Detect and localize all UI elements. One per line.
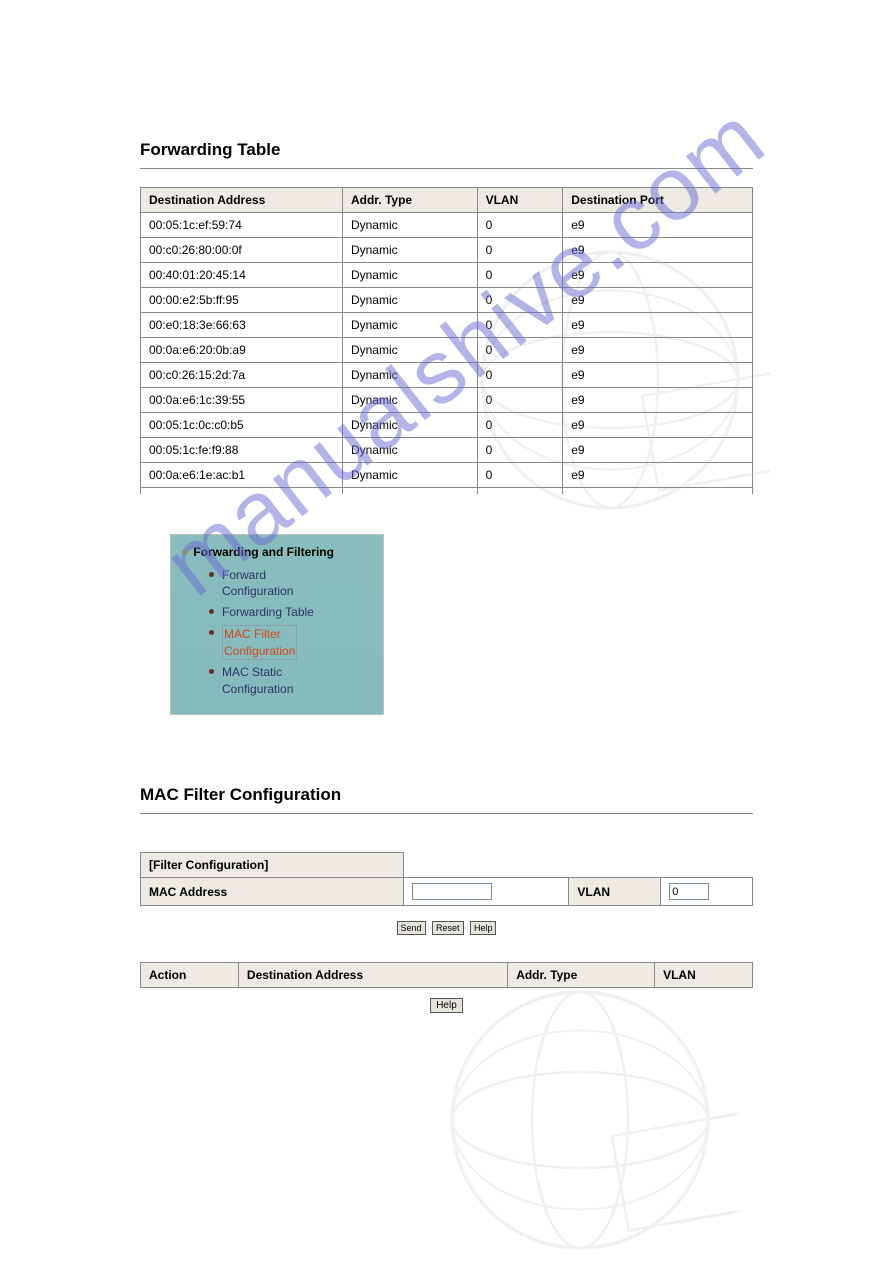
- table-cell: 0: [477, 413, 563, 438]
- table-cell: Dynamic: [342, 413, 477, 438]
- table-cell: 0: [477, 363, 563, 388]
- table-row: 00:c0:26:80:00:0fDynamic0e9: [141, 238, 753, 263]
- table-cell: 0: [477, 438, 563, 463]
- col-header-dest-addr: Destination Address: [238, 963, 507, 988]
- divider: [140, 813, 753, 814]
- table-row: 00:0a:e6:20:0b:a9Dynamic0e9: [141, 338, 753, 363]
- nav-panel-forwarding-filtering: Forwarding and Filtering ForwardConfigur…: [170, 534, 384, 716]
- filter-config-table: [Filter Configuration] MAC Address VLAN: [140, 852, 753, 906]
- table-cell: Dynamic: [342, 263, 477, 288]
- table-cell: e9: [563, 263, 753, 288]
- table-cell: e9: [563, 363, 753, 388]
- divider: [140, 168, 753, 169]
- table-row: 00:0a:e6:1c:39:55Dynamic0e9: [141, 388, 753, 413]
- sidebar-item-label: Forwarding Table: [222, 604, 314, 621]
- bullet-icon: [209, 609, 214, 614]
- col-header-addr-type: Addr. Type: [508, 963, 655, 988]
- col-header-vlan: VLAN: [477, 188, 563, 213]
- vlan-label: VLAN: [569, 878, 661, 906]
- table-row-partial: [141, 488, 753, 494]
- table-row: 00:00:e2:5b:ff:95Dynamic0e9: [141, 288, 753, 313]
- sidebar-item[interactable]: ForwardConfiguration: [209, 567, 373, 601]
- table-cell: Dynamic: [342, 313, 477, 338]
- table-cell: Dynamic: [342, 238, 477, 263]
- table-cell: e9: [563, 288, 753, 313]
- table-cell: 0: [477, 338, 563, 363]
- sidebar-item-label: MAC StaticConfiguration: [222, 664, 293, 698]
- table-cell: Dynamic: [342, 288, 477, 313]
- table-cell: 0: [477, 288, 563, 313]
- col-header-dest-port: Destination Port: [563, 188, 753, 213]
- forwarding-data-table: Destination Address Addr. Type VLAN Dest…: [140, 187, 753, 494]
- table-cell: 00:e0:18:3e:66:63: [141, 313, 343, 338]
- table-cell: e9: [563, 338, 753, 363]
- sidebar-item[interactable]: MAC FilterConfiguration: [209, 625, 373, 661]
- sidebar-item[interactable]: MAC StaticConfiguration: [209, 664, 373, 698]
- table-row: 00:40:01:20:45:14Dynamic0e9: [141, 263, 753, 288]
- table-row: 00:0a:e6:1e:ac:b1Dynamic0e9: [141, 463, 753, 488]
- table-cell: [141, 488, 343, 494]
- table-cell: 0: [477, 463, 563, 488]
- table-cell: Dynamic: [342, 438, 477, 463]
- table-cell: e9: [563, 463, 753, 488]
- table-cell: Dynamic: [342, 363, 477, 388]
- table-row: 00:05:1c:0c:c0:b5Dynamic0e9: [141, 413, 753, 438]
- table-row: 00:05:1c:ef:59:74Dynamic0e9: [141, 213, 753, 238]
- table-cell: e9: [563, 213, 753, 238]
- help-button-bottom[interactable]: Help: [430, 998, 463, 1013]
- table-cell: 00:c0:26:15:2d:7a: [141, 363, 343, 388]
- send-button[interactable]: Send: [397, 921, 426, 935]
- filter-result-table: Action Destination Address Addr. Type VL…: [140, 962, 753, 988]
- sidebar-item-label: MAC FilterConfiguration: [222, 625, 297, 661]
- table-cell: 00:40:01:20:45:14: [141, 263, 343, 288]
- table-cell: 00:05:1c:fe:f9:88: [141, 438, 343, 463]
- button-row: Send Reset Help: [140, 918, 753, 936]
- table-cell: e9: [563, 438, 753, 463]
- table-cell: e9: [563, 413, 753, 438]
- col-header-dest-addr: Destination Address: [141, 188, 343, 213]
- bullet-icon: [209, 669, 214, 674]
- table-cell: 00:c0:26:80:00:0f: [141, 238, 343, 263]
- col-header-vlan: VLAN: [655, 963, 753, 988]
- table-cell: 00:0a:e6:1e:ac:b1: [141, 463, 343, 488]
- nav-panel-title: Forwarding and Filtering: [181, 545, 373, 559]
- table-cell: 0: [477, 213, 563, 238]
- filter-config-section-label: [Filter Configuration]: [141, 853, 404, 878]
- table-cell: e9: [563, 238, 753, 263]
- sidebar-item[interactable]: Forwarding Table: [209, 604, 373, 621]
- table-cell: Dynamic: [342, 463, 477, 488]
- reset-button[interactable]: Reset: [432, 921, 464, 935]
- table-cell: e9: [563, 313, 753, 338]
- forwarding-table-title: Forwarding Table: [140, 140, 753, 160]
- table-cell: 00:0a:e6:1c:39:55: [141, 388, 343, 413]
- sidebar-item-label: ForwardConfiguration: [222, 567, 293, 601]
- mac-filter-title: MAC Filter Configuration: [140, 785, 753, 805]
- table-row: 00:05:1c:fe:f9:88Dynamic0e9: [141, 438, 753, 463]
- col-header-action: Action: [141, 963, 239, 988]
- table-cell: [563, 488, 753, 494]
- table-cell: 00:00:e2:5b:ff:95: [141, 288, 343, 313]
- vlan-input[interactable]: [669, 883, 709, 900]
- table-cell: 0: [477, 238, 563, 263]
- bullet-icon: [209, 572, 214, 577]
- table-cell: 00:05:1c:ef:59:74: [141, 213, 343, 238]
- table-cell: 0: [477, 313, 563, 338]
- table-cell: Dynamic: [342, 388, 477, 413]
- table-cell: [477, 488, 563, 494]
- table-cell: e9: [563, 388, 753, 413]
- table-cell: Dynamic: [342, 213, 477, 238]
- mac-address-label: MAC Address: [141, 878, 404, 906]
- table-cell: 0: [477, 388, 563, 413]
- bullet-icon: [209, 630, 214, 635]
- table-cell: Dynamic: [342, 338, 477, 363]
- table-row: 00:e0:18:3e:66:63Dynamic0e9: [141, 313, 753, 338]
- table-cell: 00:05:1c:0c:c0:b5: [141, 413, 343, 438]
- col-header-addr-type: Addr. Type: [342, 188, 477, 213]
- table-row: 00:c0:26:15:2d:7aDynamic0e9: [141, 363, 753, 388]
- mac-address-input[interactable]: [412, 883, 492, 900]
- help-button[interactable]: Help: [470, 921, 497, 935]
- table-cell: 00:0a:e6:20:0b:a9: [141, 338, 343, 363]
- table-cell: [342, 488, 477, 494]
- table-cell: 0: [477, 263, 563, 288]
